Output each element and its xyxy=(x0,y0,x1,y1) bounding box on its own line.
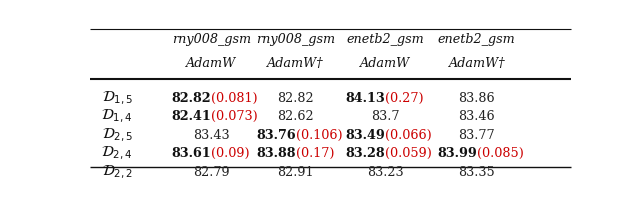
Text: 83.49: 83.49 xyxy=(346,129,385,142)
Text: (0.17): (0.17) xyxy=(296,147,334,160)
Text: enetb2_gsm: enetb2_gsm xyxy=(438,33,516,46)
Text: $\mathcal{D}_{1,4}$: $\mathcal{D}_{1,4}$ xyxy=(101,108,133,125)
Text: $\mathcal{D}_{1,5}$: $\mathcal{D}_{1,5}$ xyxy=(102,89,133,107)
Text: 83.46: 83.46 xyxy=(458,110,495,123)
Text: AdamW†: AdamW† xyxy=(449,57,505,70)
Text: (0.106): (0.106) xyxy=(296,129,342,142)
Text: 82.79: 82.79 xyxy=(193,166,230,179)
Text: (0.09): (0.09) xyxy=(211,147,250,160)
Text: 83.88: 83.88 xyxy=(256,147,296,160)
Text: 82.41: 82.41 xyxy=(172,110,211,123)
Text: $\mathcal{D}_{2,5}$: $\mathcal{D}_{2,5}$ xyxy=(102,127,133,144)
Text: $\mathcal{D}_{2,4}$: $\mathcal{D}_{2,4}$ xyxy=(101,145,133,162)
Text: 82.91: 82.91 xyxy=(278,166,314,179)
Text: 83.77: 83.77 xyxy=(458,129,495,142)
Text: 83.23: 83.23 xyxy=(367,166,403,179)
Text: 83.35: 83.35 xyxy=(458,166,495,179)
Text: 84.13: 84.13 xyxy=(346,91,385,105)
Text: (0.081): (0.081) xyxy=(211,91,258,105)
Text: (0.27): (0.27) xyxy=(385,91,424,105)
Text: rny008_gsm: rny008_gsm xyxy=(172,33,251,46)
Text: 83.43: 83.43 xyxy=(193,129,230,142)
Text: 83.7: 83.7 xyxy=(371,110,399,123)
Text: (0.085): (0.085) xyxy=(477,147,524,160)
Text: (0.059): (0.059) xyxy=(385,147,432,160)
Text: 83.86: 83.86 xyxy=(458,91,495,105)
Text: 82.82: 82.82 xyxy=(172,91,211,105)
Text: AdamW: AdamW xyxy=(360,57,410,70)
Text: 82.82: 82.82 xyxy=(278,91,314,105)
Text: 82.62: 82.62 xyxy=(278,110,314,123)
Text: enetb2_gsm: enetb2_gsm xyxy=(346,33,424,46)
Text: 83.28: 83.28 xyxy=(346,147,385,160)
Text: AdamW†: AdamW† xyxy=(268,57,324,70)
Text: (0.066): (0.066) xyxy=(385,129,432,142)
Text: rny008_gsm: rny008_gsm xyxy=(256,33,335,46)
Text: 83.61: 83.61 xyxy=(172,147,211,160)
Text: 83.99: 83.99 xyxy=(437,147,477,160)
Text: $\mathcal{D}_{2,2}$: $\mathcal{D}_{2,2}$ xyxy=(102,164,132,181)
Text: AdamW: AdamW xyxy=(186,57,237,70)
Text: (0.073): (0.073) xyxy=(211,110,258,123)
Text: 83.76: 83.76 xyxy=(256,129,296,142)
